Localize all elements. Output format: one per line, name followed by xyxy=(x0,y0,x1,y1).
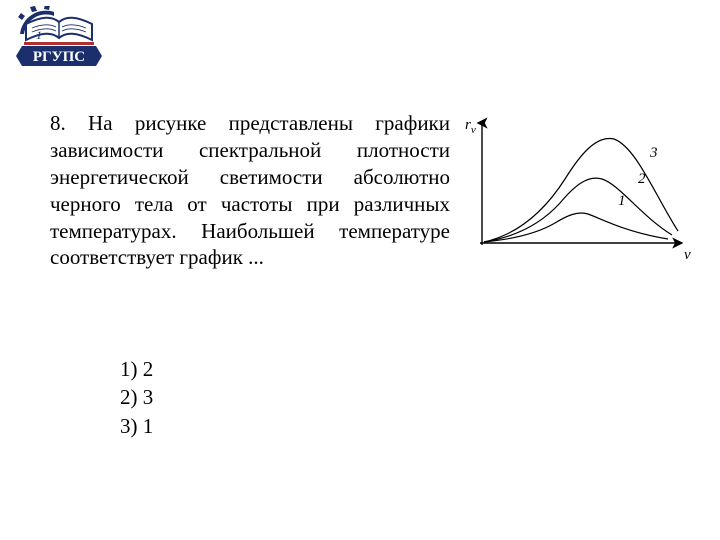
page: 1 РГУПС 8. На рисунке представлены графи… xyxy=(0,0,720,540)
answer-option: 2) 3 xyxy=(120,383,153,411)
curve-2 xyxy=(484,178,672,242)
curve-3 xyxy=(484,138,678,242)
logo-underline xyxy=(24,42,94,45)
logo-text: РГУПС xyxy=(33,49,85,65)
question-text: 8. На рисунке представлены графики завис… xyxy=(50,110,450,271)
blackbody-chart: 123rνν xyxy=(460,115,695,270)
logo: 1 РГУПС xyxy=(14,6,104,68)
curve-label-3: 3 xyxy=(649,145,658,161)
x-axis-label: ν xyxy=(684,247,691,263)
answer-list: 1) 2 2) 3 3) 1 xyxy=(120,355,153,440)
answer-option: 3) 1 xyxy=(120,412,153,440)
logo-digit: 1 xyxy=(36,28,42,42)
answer-option: 1) 2 xyxy=(120,355,153,383)
curve-1 xyxy=(484,213,668,242)
y-axis-label: rν xyxy=(465,117,476,136)
